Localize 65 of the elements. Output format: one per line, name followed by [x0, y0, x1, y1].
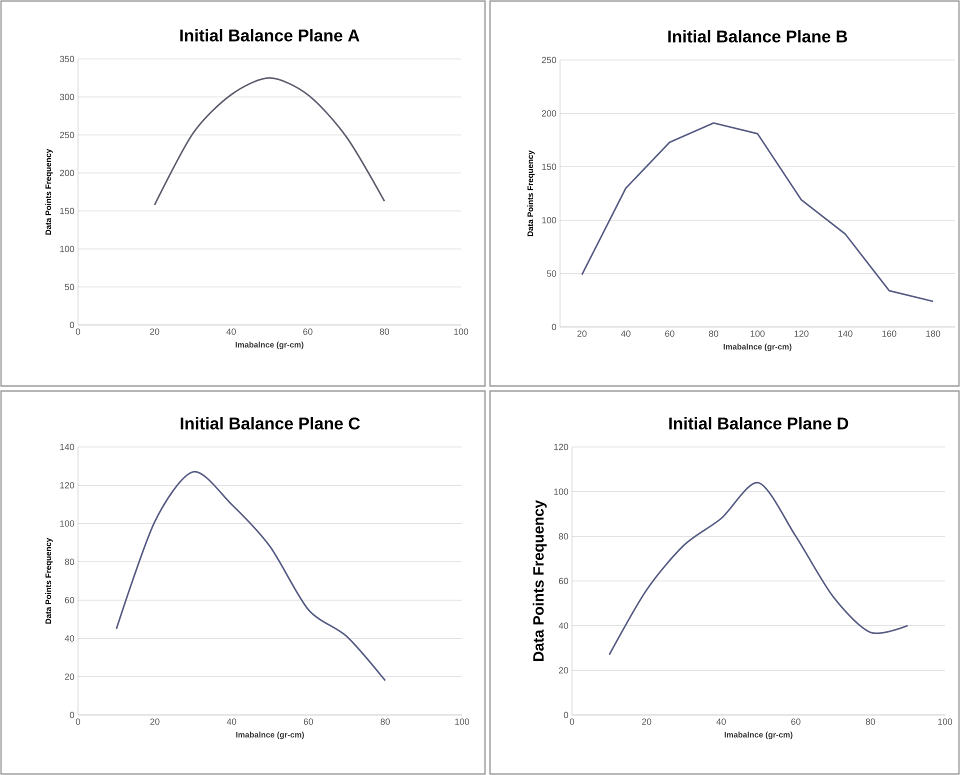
x-tick-label: 160: [882, 330, 896, 337]
x-tick-label: 20: [150, 718, 160, 725]
x-tick-label: 100: [750, 330, 765, 337]
x-tick-label: 0: [76, 718, 80, 725]
x-tick-label: 60: [304, 718, 314, 725]
x-tick-label: 40: [621, 330, 630, 337]
x-tick-label: 40: [716, 718, 726, 725]
y-tick-label: 100: [554, 488, 568, 495]
y-tick-label: 200: [542, 110, 556, 117]
y-tick-label: 100: [542, 217, 556, 224]
line-series: [154, 77, 386, 206]
line-series: [581, 122, 934, 302]
x-tick-label: 60: [791, 718, 800, 725]
x-tick-label: 20: [577, 330, 587, 337]
y-tick-label: 150: [542, 164, 556, 170]
y-tick-label: 0: [552, 324, 556, 330]
y-tick-label: 50: [546, 270, 556, 277]
x-tick-label: 0: [76, 328, 80, 335]
x-tick-label: 20: [642, 718, 652, 725]
x-tick-label: 120: [794, 330, 809, 337]
y-tick-label: 350: [60, 56, 74, 62]
y-tick-label: 140: [60, 444, 74, 450]
y-axis-title: Data Points Frequency: [532, 500, 547, 661]
y-tick-label: 100: [60, 520, 74, 527]
y-tick-label: 60: [64, 596, 74, 604]
y-tick-label: 200: [60, 170, 74, 176]
y-tick-label: 150: [60, 208, 74, 214]
x-tick-label: 0: [570, 718, 574, 725]
y-tick-label: 0: [564, 712, 568, 718]
y-tick-label: 20: [558, 667, 568, 674]
y-tick-label: 250: [60, 132, 74, 138]
x-tick-label: 100: [455, 718, 470, 725]
y-tick-label: 50: [64, 284, 74, 290]
y-tick-label: 100: [60, 246, 74, 252]
y-tick-label: 0: [70, 322, 74, 328]
y-tick-label: 60: [558, 578, 568, 584]
y-tick-label: 20: [64, 674, 74, 680]
y-tick-label: 80: [558, 533, 568, 540]
x-tick-label: 140: [838, 330, 852, 337]
y-tick-label: 300: [60, 94, 74, 100]
x-tick-label: 80: [380, 718, 390, 725]
line-series: [608, 482, 909, 656]
x-tick-label: 80: [709, 330, 718, 337]
chart-title: Initial Balance Plane B: [668, 30, 848, 42]
y-tick-label: 80: [64, 558, 74, 566]
chart-title: Initial Balance Plane C: [180, 417, 360, 430]
x-tick-label: 40: [226, 328, 236, 335]
x-tick-label: 80: [380, 328, 390, 335]
x-tick-label: 100: [454, 328, 468, 335]
x-tick-label: 60: [665, 330, 674, 337]
y-tick-label: 120: [60, 482, 74, 488]
y-tick-label: 40: [558, 622, 568, 629]
line-series: [116, 471, 386, 682]
y-tick-label: 40: [64, 635, 74, 642]
x-tick-label: 180: [926, 330, 940, 337]
x-tick-label: 40: [226, 718, 236, 725]
x-tick-label: 20: [150, 328, 160, 335]
y-tick-label: 250: [542, 56, 556, 64]
y-tick-label: 0: [70, 712, 74, 718]
x-tick-label: 80: [866, 718, 876, 725]
x-tick-label: 100: [938, 718, 952, 725]
x-tick-label: 60: [303, 328, 312, 335]
y-tick-label: 120: [554, 444, 568, 450]
chart-title: Initial Balance Plane D: [669, 417, 848, 430]
chart-title: Initial Balance Plane A: [180, 29, 360, 42]
